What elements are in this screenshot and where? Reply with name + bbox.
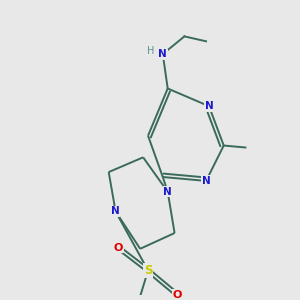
- Text: N: N: [158, 49, 167, 59]
- Text: O: O: [173, 290, 182, 300]
- Text: N: N: [205, 101, 213, 111]
- Text: N: N: [202, 176, 210, 186]
- Text: O: O: [114, 243, 123, 253]
- Text: N: N: [163, 187, 172, 197]
- Text: N: N: [111, 206, 120, 216]
- Text: H: H: [147, 46, 155, 56]
- Text: S: S: [144, 264, 152, 277]
